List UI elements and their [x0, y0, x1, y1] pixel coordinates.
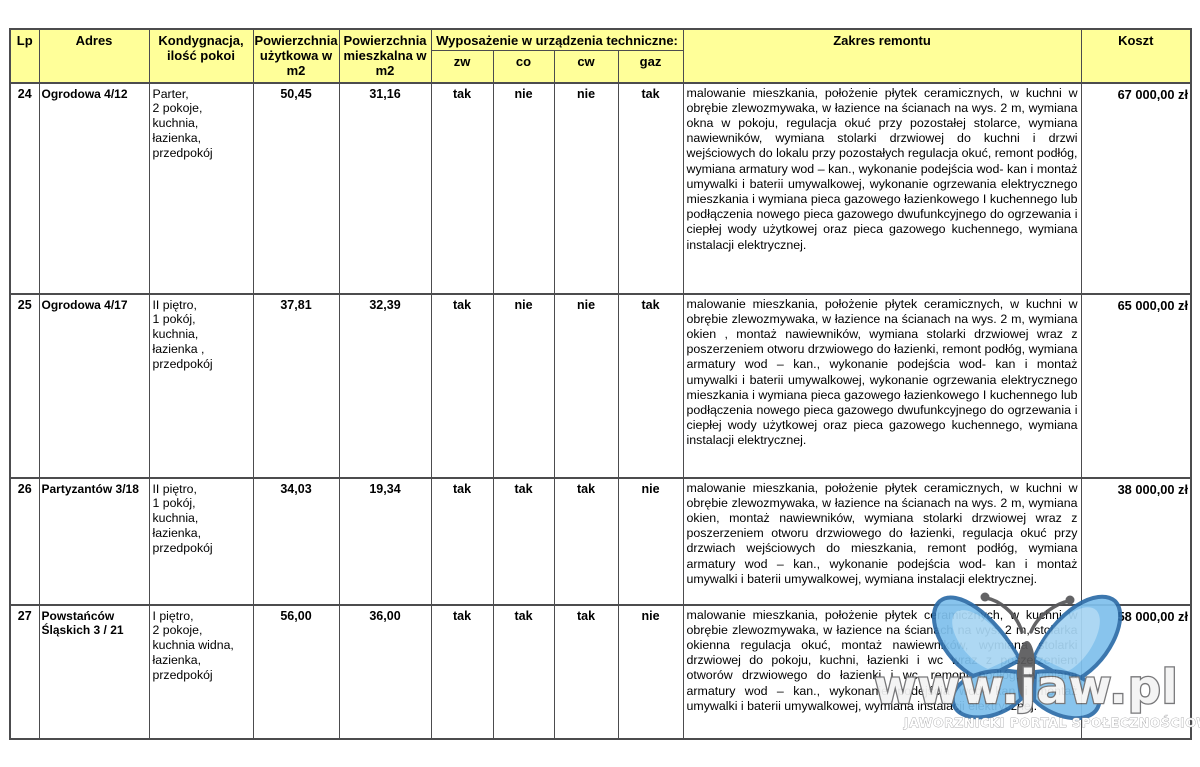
cell-co: nie [492, 81, 555, 294]
cell-pow-uzytkowa: 34,03 [252, 476, 340, 605]
cell-pow-mieszkalna: 32,39 [338, 292, 432, 478]
col-header-cw: cw [553, 50, 619, 84]
cell-zw: tak [430, 292, 494, 478]
cell-zakres-remontu: malowanie mieszkania, położenie płytek c… [682, 476, 1082, 605]
cell-lp: 25 [9, 292, 40, 478]
cell-cw: nie [553, 81, 619, 294]
cell-lp: 27 [9, 603, 40, 739]
cell-zakres-remontu: malowanie mieszkania, położenie płytek c… [682, 603, 1082, 739]
cell-pow-mieszkalna: 36,00 [338, 603, 432, 739]
cell-co: tak [492, 603, 555, 739]
cell-gaz: tak [617, 292, 684, 478]
cell-koszt: 65 000,00 zł [1080, 292, 1192, 478]
cell-pow-uzytkowa: 56,00 [252, 603, 340, 739]
cell-adres: Ogrodowa 4/12 [38, 81, 150, 294]
table-row-25: 25 Ogrodowa 4/17 II piętro, 1 pokój, kuc… [9, 292, 1192, 478]
table-row-24: 24 Ogrodowa 4/12 Parter, 2 pokoje, kuchn… [9, 81, 1192, 294]
cell-cw: tak [553, 476, 619, 605]
col-header-adres: Adres [38, 28, 150, 84]
cell-pow-mieszkalna: 19,34 [338, 476, 432, 605]
cell-zakres-remontu: malowanie mieszkania, położenie płytek c… [682, 292, 1082, 478]
cell-kondygnacja: II piętro, 1 pokój, kuchnia, łazienka, p… [148, 476, 254, 605]
cell-co: nie [492, 292, 555, 478]
cell-adres: Ogrodowa 4/17 [38, 292, 150, 478]
cell-adres: Powstańców Śląskich 3 / 21 [38, 603, 150, 739]
cell-koszt: 67 000,00 zł [1080, 81, 1192, 294]
cell-koszt: 58 000,00 zł [1080, 603, 1192, 739]
cell-lp: 26 [9, 476, 40, 605]
cell-zw: tak [430, 81, 494, 294]
cell-cw: tak [553, 603, 619, 739]
col-header-wyposazenie-group: Wyposażenie w urządzenia techniczne: [430, 28, 684, 51]
col-header-co: co [492, 50, 555, 84]
table-row-27: 27 Powstańców Śląskich 3 / 21 I piętro, … [9, 603, 1192, 739]
cell-zw: tak [430, 476, 494, 605]
col-header-gaz: gaz [617, 50, 684, 84]
col-header-zw: zw [430, 50, 494, 84]
cell-gaz: nie [617, 603, 684, 739]
col-header-pow-mieszkalna: Powierzchnia mieszkalna w m2 [338, 28, 432, 84]
cell-koszt: 38 000,00 zł [1080, 476, 1192, 605]
cell-pow-uzytkowa: 37,81 [252, 292, 340, 478]
col-header-pow-uzytkowa: Powierzchnia użytkowa w m2 [252, 28, 340, 84]
col-header-kondygnacja: Kondygnacja, ilość pokoi [148, 28, 254, 84]
cell-pow-uzytkowa: 50,45 [252, 81, 340, 294]
cell-kondygnacja: I piętro, 2 pokoje, kuchnia widna, łazie… [148, 603, 254, 739]
cell-cw: nie [553, 292, 619, 478]
cell-kondygnacja: II piętro, 1 pokój, kuchnia, łazienka , … [148, 292, 254, 478]
cell-gaz: tak [617, 81, 684, 294]
table-row-26: 26 Partyzantów 3/18 II piętro, 1 pokój, … [9, 476, 1192, 605]
col-header-zakres: Zakres remontu [682, 28, 1082, 84]
col-header-lp: Lp [9, 28, 40, 84]
cell-zakres-remontu: malowanie mieszkania, położenie płytek c… [682, 81, 1082, 294]
renovation-scope-table: Lp Adres Kondygnacja, ilość pokoi Powier… [9, 28, 1193, 740]
cell-gaz: nie [617, 476, 684, 605]
cell-pow-mieszkalna: 31,16 [338, 81, 432, 294]
cell-adres: Partyzantów 3/18 [38, 476, 150, 605]
cell-co: tak [492, 476, 555, 605]
cell-zw: tak [430, 603, 494, 739]
cell-lp: 24 [9, 81, 40, 294]
col-header-koszt: Koszt [1080, 28, 1192, 84]
cell-kondygnacja: Parter, 2 pokoje, kuchnia, łazienka, prz… [148, 81, 254, 294]
